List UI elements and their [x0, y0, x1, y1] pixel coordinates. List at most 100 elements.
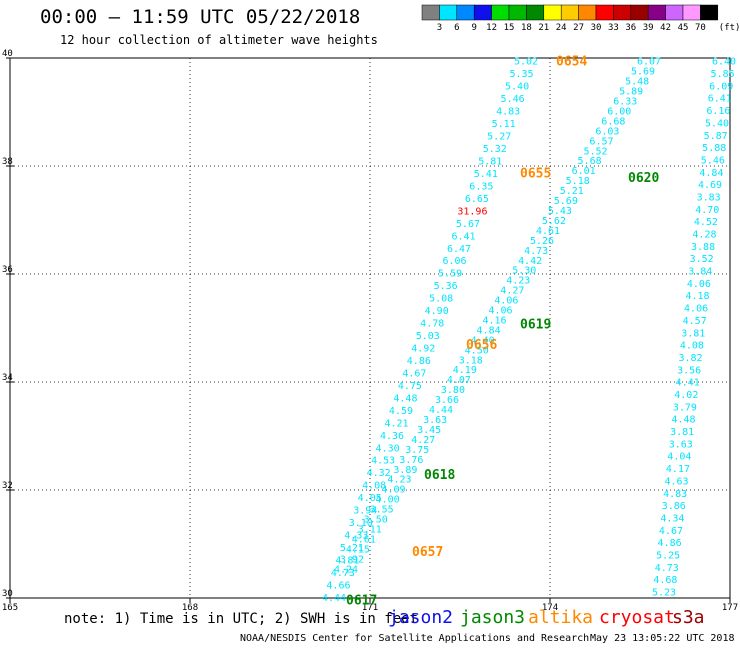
colorbar-swatch: [665, 4, 684, 21]
swh-value: 5.67: [456, 219, 480, 230]
swh-value: 3.55: [370, 505, 394, 516]
colorbar-label: 36: [625, 23, 636, 33]
time-annotations: 0654065506560657061706180619062003180319…: [346, 55, 659, 609]
swh-value: 4.83: [663, 489, 687, 500]
x-tick-label: 177: [722, 603, 738, 613]
swh-value: 6.68: [601, 116, 625, 127]
swh-value: 5.87: [704, 131, 728, 142]
swh-value: 6.33: [613, 97, 637, 108]
colorbar-swatch: [439, 4, 458, 21]
swh-value: 5.81: [478, 156, 502, 167]
swh-value: 4.92: [411, 344, 435, 355]
swh-value: 6.01: [572, 166, 596, 177]
swh-value: 4.63: [665, 476, 689, 487]
colorbar-label: 12: [486, 23, 497, 33]
y-tick-label: 40: [2, 49, 13, 59]
swh-value: 3.82: [678, 353, 702, 364]
swh-value: 4.61: [352, 534, 376, 545]
swh-value: 5.30: [512, 266, 536, 277]
colorbar-swatch: [647, 4, 666, 21]
colorbar-swatch: [473, 4, 492, 21]
swh-value: 5.40: [705, 118, 729, 129]
colorbar-label: 42: [660, 23, 671, 33]
swh-value: 4.02: [674, 390, 698, 401]
swh-value: 4.06: [687, 279, 711, 290]
colorbar-label: 18: [521, 23, 532, 33]
swh-value: 4.17: [666, 464, 690, 475]
swh-value: 4.53: [371, 456, 395, 467]
colorbar-label: 3: [437, 23, 442, 33]
swh-value: 4.90: [425, 306, 449, 317]
colorbar-swatch: [508, 4, 527, 21]
swh-value: 3.79: [673, 402, 697, 413]
swh-value: 5.02: [514, 57, 538, 68]
time-label: 0619: [520, 318, 551, 333]
swh-value: 5.69: [554, 196, 578, 207]
colorbar-swatch: [578, 4, 597, 21]
swh-value: 3.84: [688, 267, 712, 278]
swh-value: 4.27: [500, 286, 524, 297]
swh-value: 3.92: [340, 554, 364, 565]
chart-axes: 165 168 171 174 177 30 32 34 36 38 40: [2, 49, 738, 613]
colorbar-swatch: [421, 4, 440, 21]
swh-value: 4.30: [376, 443, 400, 454]
swh-value: 4.08: [362, 481, 386, 492]
swh-value: 4.84: [699, 168, 723, 179]
swh-value: 6.47: [447, 244, 471, 255]
swh-value: 3.10: [349, 518, 373, 529]
swh-value: 4.08: [680, 341, 704, 352]
swh-value: 4.41: [676, 378, 700, 389]
swh-value: 6.16: [706, 106, 730, 117]
swh-value: 4.68: [653, 575, 677, 586]
swh-value: 5.89: [619, 87, 643, 98]
colorbar-swatch: [613, 4, 632, 21]
swh-value: 5.11: [492, 119, 516, 130]
swh-value: 4.70: [695, 205, 719, 216]
swh-value: 4.81: [335, 556, 359, 567]
swh-value: 5.18: [566, 176, 590, 187]
swh-value: 4.24: [334, 564, 358, 575]
x-tick-label: 174: [542, 603, 558, 613]
swh-value: 6.57: [589, 136, 613, 147]
colorbar-legend: 3 6 9 12 15 18 21 24 27 30 33 36 39 42 45 70 (ft): [421, 4, 740, 33]
swh-value: 4.73: [331, 568, 355, 579]
swh-value: 5.46: [501, 94, 525, 105]
swh-value: 3.52: [690, 254, 714, 265]
swh-value: 4.06: [684, 304, 708, 315]
colorbar-label: 27: [573, 23, 584, 33]
swh-value: 4.75: [398, 381, 422, 392]
swh-value: 5.32: [483, 144, 507, 155]
chart-grid: [10, 58, 731, 598]
swh-value: 4.06: [488, 306, 512, 317]
swh-value: 4.04: [667, 452, 691, 463]
colorbar-swatch: [630, 4, 649, 21]
swh-value: 4.83: [496, 107, 520, 118]
swh-value: 4.21: [384, 418, 408, 429]
chart-subtitle: 12 hour collection of altimeter wave hei…: [60, 33, 378, 47]
swh-value: 5.48: [625, 77, 649, 88]
time-label: 0617: [346, 594, 377, 609]
swh-value: 5.08: [429, 294, 453, 305]
swh-value: 6.65: [465, 194, 489, 205]
swh-value: 5.21: [560, 186, 584, 197]
colorbar-swatch: [560, 4, 579, 21]
y-tick-label: 32: [2, 481, 13, 491]
swh-value: 4.33: [344, 531, 368, 542]
swh-value: 4.61: [536, 226, 560, 237]
swh-value: 4.05: [358, 493, 382, 504]
swh-value: 6.35: [469, 181, 493, 192]
swh-value: 3.76: [399, 455, 423, 466]
colorbar-label: 70: [695, 23, 706, 33]
colorbar-swatch: [543, 4, 562, 21]
chart-title: 00:00 – 11:59 UTC 05/22/2018: [40, 6, 361, 28]
swh-value: 3.63: [669, 439, 693, 450]
colorbar-label: 6: [454, 23, 459, 33]
swh-value: 4.73: [655, 563, 679, 574]
time-label: 0657: [412, 545, 443, 560]
x-tick-label: 171: [362, 603, 378, 613]
swh-value: 3.50: [364, 515, 388, 526]
colorbar-label: 30: [591, 23, 602, 33]
legend-jason2: jason2: [388, 607, 454, 628]
swh-value: 3.94: [353, 506, 377, 517]
